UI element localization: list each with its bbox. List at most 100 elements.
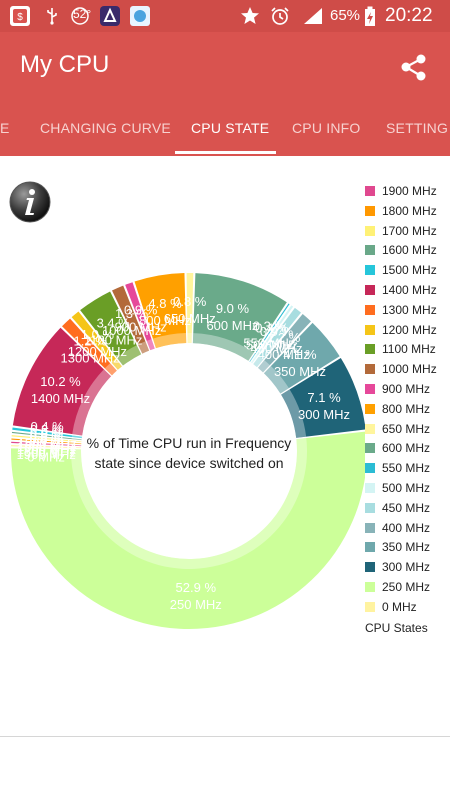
donut-slice-inner-shade bbox=[146, 339, 155, 351]
legend-swatch bbox=[365, 384, 375, 394]
legend-label: 1700 MHz bbox=[382, 223, 437, 238]
tab-indicator bbox=[175, 151, 276, 154]
svg-text:$: $ bbox=[17, 12, 23, 23]
donut-slice-inner-shade bbox=[71, 442, 82, 445]
tab-cpu-info[interactable]: CPU INFO bbox=[292, 120, 361, 136]
slice-percent-label: 0.8 % bbox=[173, 294, 207, 309]
legend-swatch bbox=[365, 225, 375, 236]
legend-swatch bbox=[365, 423, 375, 434]
slice-frequency-label: 1200 MHz bbox=[68, 344, 127, 359]
notification-app-icon: $ bbox=[10, 6, 30, 26]
slice-percent-label: 0.9 % bbox=[260, 324, 294, 339]
donut-slice bbox=[62, 318, 117, 376]
donut-slice-inner-shade bbox=[281, 389, 307, 438]
clock: 20:22 bbox=[385, 5, 433, 26]
donut-slice-inner-shade bbox=[137, 341, 150, 354]
legend-swatch bbox=[365, 285, 375, 295]
legend-label: 600 MHz bbox=[382, 441, 431, 456]
slice-percent-label: 0.0 % bbox=[30, 427, 64, 442]
slice-frequency-label: 1800 MHz bbox=[17, 444, 76, 459]
slice-percent-label: 0.3 % bbox=[253, 319, 287, 334]
legend-swatch bbox=[365, 304, 375, 315]
legend-swatch bbox=[365, 502, 375, 513]
legend-label: 1400 MHz bbox=[382, 283, 437, 297]
slice-frequency-label: 1600 MHz bbox=[17, 439, 76, 454]
weather-icon: 52° bbox=[70, 6, 91, 26]
legend-swatch bbox=[365, 245, 375, 256]
info-icon[interactable] bbox=[8, 180, 52, 224]
donut-slice-inner-shade bbox=[251, 354, 259, 364]
donut-slice bbox=[112, 285, 150, 354]
donut-slice bbox=[11, 445, 82, 449]
donut-slice bbox=[192, 273, 287, 361]
tab-partial[interactable]: E bbox=[0, 120, 10, 136]
legend-label: 1600 MHz bbox=[382, 243, 437, 258]
donut-slice-inner-shade bbox=[111, 358, 122, 370]
divider bbox=[0, 736, 450, 737]
donut-slice-inner-shade bbox=[72, 369, 112, 436]
donut-slice bbox=[71, 311, 122, 370]
legend-label: 1900 MHz bbox=[382, 184, 437, 198]
slice-percent-label: 0.0 % bbox=[30, 425, 64, 440]
chart-center-text-line2: state since device switched on bbox=[94, 455, 283, 471]
donut-slice bbox=[253, 307, 302, 368]
legend-swatch bbox=[365, 542, 375, 553]
chart-center-text-line1: % of Time CPU run in Frequency bbox=[87, 435, 292, 451]
app-bar bbox=[0, 32, 450, 104]
app-title: My CPU bbox=[20, 51, 110, 78]
slice-percent-label: 4.8 % bbox=[148, 296, 182, 311]
tab-cpu-state[interactable]: CPU STATE bbox=[191, 120, 270, 136]
donut-slice bbox=[11, 441, 82, 447]
slice-percent-label: 0.9 % bbox=[124, 302, 158, 317]
donut-slice bbox=[134, 273, 187, 349]
slice-percent-label: 0.4 % bbox=[255, 321, 289, 336]
slice-frequency-label: 300 MHz bbox=[298, 407, 350, 422]
slice-frequency-label: 1400 MHz bbox=[31, 391, 90, 406]
tab-settings[interactable]: SETTING bbox=[386, 120, 449, 136]
legend-swatch bbox=[365, 186, 375, 196]
legend-swatch bbox=[365, 403, 375, 414]
battery-percent: 65% bbox=[330, 7, 361, 24]
donut-slice bbox=[186, 273, 194, 344]
legend-label: 1300 MHz bbox=[382, 302, 437, 317]
legend-swatch bbox=[365, 443, 375, 454]
legend-label: 450 MHz bbox=[382, 500, 431, 515]
slice-percent-label: 1.3 % bbox=[115, 306, 149, 321]
legend-label: 400 MHz bbox=[382, 520, 431, 535]
legend-label: 250 MHz bbox=[382, 580, 431, 594]
slice-frequency-label: 1700 MHz bbox=[17, 442, 76, 457]
donut-slice bbox=[263, 322, 340, 394]
legend-label: 500 MHz bbox=[382, 481, 431, 495]
donut-slice bbox=[257, 314, 312, 373]
legend-label: 1200 MHz bbox=[382, 322, 437, 337]
slice-frequency-label: 800 MHz bbox=[139, 313, 191, 328]
slice-percent-label: 1.2 % bbox=[74, 334, 108, 349]
donut-slice bbox=[11, 431, 365, 629]
battery-charging-icon bbox=[364, 6, 376, 26]
slice-frequency-label: 1500 MHz bbox=[18, 436, 77, 451]
donut-slice bbox=[12, 427, 82, 439]
alarm-icon bbox=[270, 6, 290, 26]
donut-slice-inner-shade bbox=[104, 363, 117, 376]
share-icon[interactable] bbox=[398, 52, 430, 84]
donut-slice bbox=[281, 358, 365, 438]
legend-label: 1800 MHz bbox=[382, 203, 437, 218]
star-icon bbox=[240, 6, 260, 26]
tab-changing-curve[interactable]: CHANGING CURVE bbox=[40, 120, 171, 136]
donut-slice bbox=[80, 291, 142, 366]
legend-swatch bbox=[365, 265, 375, 276]
slice-frequency-label: 450 MHz bbox=[251, 341, 303, 356]
app-notification-icon-2 bbox=[130, 6, 150, 26]
slice-percent-label: 7.1 % bbox=[307, 390, 341, 405]
slice-percent-label: 10.2 % bbox=[40, 374, 81, 389]
legend-label: 650 MHz bbox=[382, 421, 431, 436]
legend-label: 900 MHz bbox=[382, 382, 431, 396]
slice-percent-label: 0.3 % bbox=[30, 422, 64, 437]
donut-slice-inner-shade bbox=[116, 345, 142, 366]
legend-swatch bbox=[365, 522, 375, 533]
slice-frequency-label: 900 MHz bbox=[115, 319, 167, 334]
slice-percent-label: 1.0 % bbox=[81, 327, 115, 342]
legend-swatch bbox=[365, 324, 375, 335]
legend-label: 0 MHz bbox=[382, 599, 417, 614]
